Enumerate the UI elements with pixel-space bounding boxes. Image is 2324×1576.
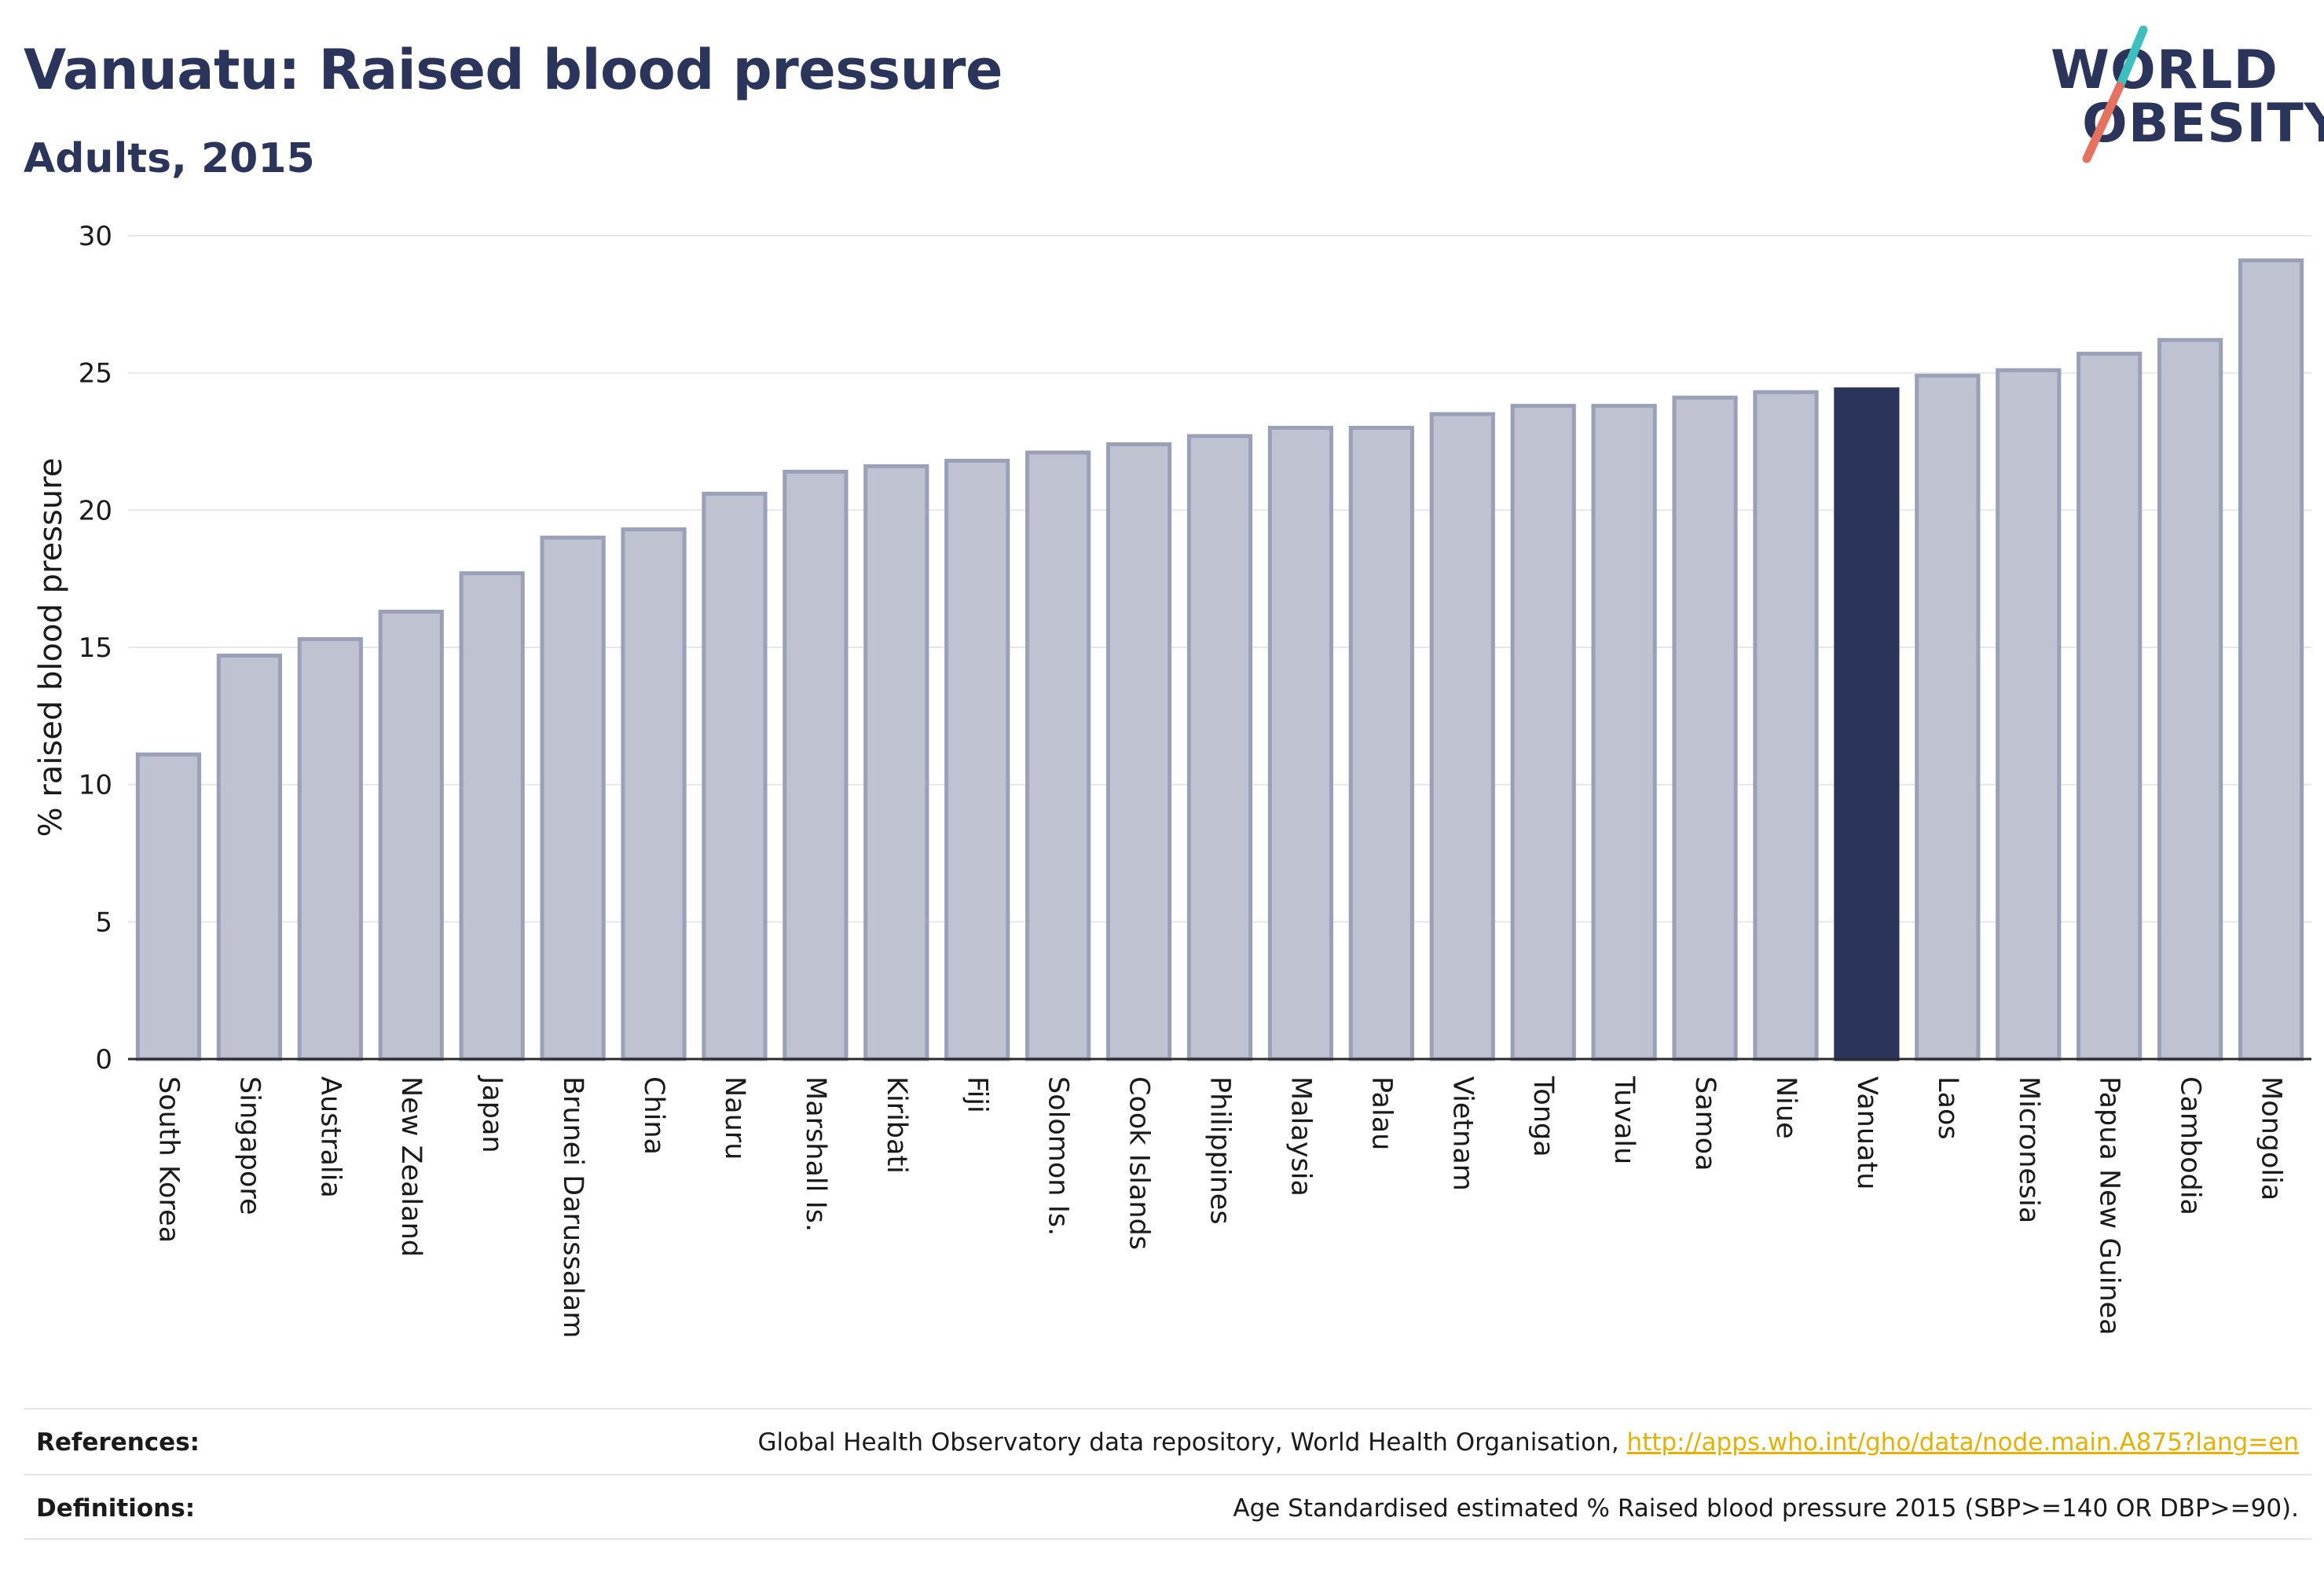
x-tick-label: Singapore xyxy=(233,1076,265,1215)
y-tick-label: 0 xyxy=(95,1044,112,1076)
bar xyxy=(1429,412,1495,1061)
references-row: References: Global Health Observatory da… xyxy=(24,1408,2311,1474)
bar xyxy=(1348,426,1414,1061)
bar xyxy=(1915,373,1981,1061)
logo-slash-icon xyxy=(2082,25,2148,163)
references-text: Global Health Observatory data repositor… xyxy=(757,1428,1627,1457)
x-tick-label: Solomon Is. xyxy=(1043,1076,1074,1236)
bar xyxy=(297,637,363,1061)
x-tick-label: Vietnam xyxy=(1446,1076,1478,1191)
bar xyxy=(1996,368,2062,1061)
y-tick-label: 15 xyxy=(79,632,112,664)
x-tick-label: Samoa xyxy=(1689,1076,1721,1171)
bars xyxy=(135,258,2304,1061)
x-tick-label: Fiji xyxy=(962,1076,993,1113)
bar xyxy=(1753,390,1819,1061)
bar xyxy=(1267,426,1334,1061)
bar xyxy=(702,491,768,1061)
y-axis-label: % raised blood pressure xyxy=(33,458,69,837)
x-tick-label: Brunei Darussalam xyxy=(557,1076,588,1338)
x-tick-label: Nauru xyxy=(719,1076,750,1160)
y-tick-label: 25 xyxy=(79,358,112,390)
x-tick-label: Niue xyxy=(1770,1076,1802,1139)
y-tick-label: 20 xyxy=(79,495,112,526)
x-tick-label: Cambodia xyxy=(2175,1076,2206,1215)
y-axis-ticks: 0 5 10 15 20 25 30 xyxy=(79,221,112,1076)
bar xyxy=(1105,442,1172,1061)
bar xyxy=(1591,404,1657,1061)
references-label: References: xyxy=(36,1428,200,1457)
x-tick-label: Laos xyxy=(1932,1076,1963,1140)
x-tick-label: China xyxy=(638,1076,669,1155)
bar xyxy=(1672,395,1738,1061)
bar xyxy=(2077,351,2143,1061)
x-tick-label: Tonga xyxy=(1527,1076,1559,1157)
x-tick-label: Japan xyxy=(476,1075,508,1153)
x-tick-label: Malaysia xyxy=(1285,1076,1316,1197)
bar xyxy=(216,653,283,1061)
definitions-label: Definitions: xyxy=(36,1494,196,1523)
chart-title: Vanuatu: Raised blood pressure xyxy=(24,38,1003,102)
bar xyxy=(863,464,929,1061)
x-tick-label: Papua New Guinea xyxy=(2094,1076,2125,1336)
logo-line1: WORLD xyxy=(2051,39,2278,101)
x-tick-label: Australia xyxy=(314,1076,346,1198)
bar xyxy=(2238,258,2304,1061)
bar-chart: 0 5 10 15 20 25 30 South Korea Singapore Austral… xyxy=(33,221,2311,1338)
logo-line2: OBESITY xyxy=(2082,93,2324,155)
bar xyxy=(1834,387,1900,1061)
x-tick-label: Philippines xyxy=(1204,1076,1236,1225)
x-tick-label: Palau xyxy=(1365,1076,1397,1150)
bar xyxy=(2157,338,2223,1061)
x-axis-ticks: South Korea Singapore Australia New Zealand… xyxy=(152,1075,2286,1338)
definitions-row: Definitions: Age Standardised estimated … xyxy=(24,1474,2311,1540)
x-tick-label: New Zealand xyxy=(395,1076,427,1257)
x-tick-label: South Korea xyxy=(152,1076,184,1243)
bar xyxy=(1186,434,1253,1061)
references-link[interactable]: http://apps.who.int/gho/data/node.main.A… xyxy=(1626,1428,2299,1457)
references-value: Global Health Observatory data repositor… xyxy=(757,1428,2299,1457)
x-tick-label: Marshall Is. xyxy=(800,1076,831,1232)
bar xyxy=(135,752,202,1061)
x-tick-label: Cook Islands xyxy=(1124,1076,1155,1250)
bar xyxy=(1025,450,1091,1061)
x-tick-label: Tuvalu xyxy=(1608,1076,1640,1164)
bar xyxy=(783,469,849,1061)
bar xyxy=(378,610,444,1061)
bar xyxy=(540,535,606,1061)
x-tick-label: Mongolia xyxy=(2256,1076,2287,1200)
x-tick-label: Kiribati xyxy=(881,1076,912,1174)
y-tick-label: 30 xyxy=(79,221,112,252)
definitions-text: Age Standardised estimated % Raised bloo… xyxy=(1233,1494,2299,1523)
bar xyxy=(459,571,525,1061)
bar xyxy=(1510,404,1576,1061)
y-tick-label: 5 xyxy=(95,907,112,938)
world-obesity-logo: WORLD OBESITY xyxy=(2051,24,2324,165)
x-tick-label: Vanuatu xyxy=(1851,1076,1882,1189)
bar xyxy=(944,458,1010,1061)
bar xyxy=(621,527,687,1061)
chart-subtitle: Adults, 2015 xyxy=(24,135,315,182)
x-tick-label: Micronesia xyxy=(2013,1076,2044,1223)
y-tick-label: 10 xyxy=(79,770,112,801)
